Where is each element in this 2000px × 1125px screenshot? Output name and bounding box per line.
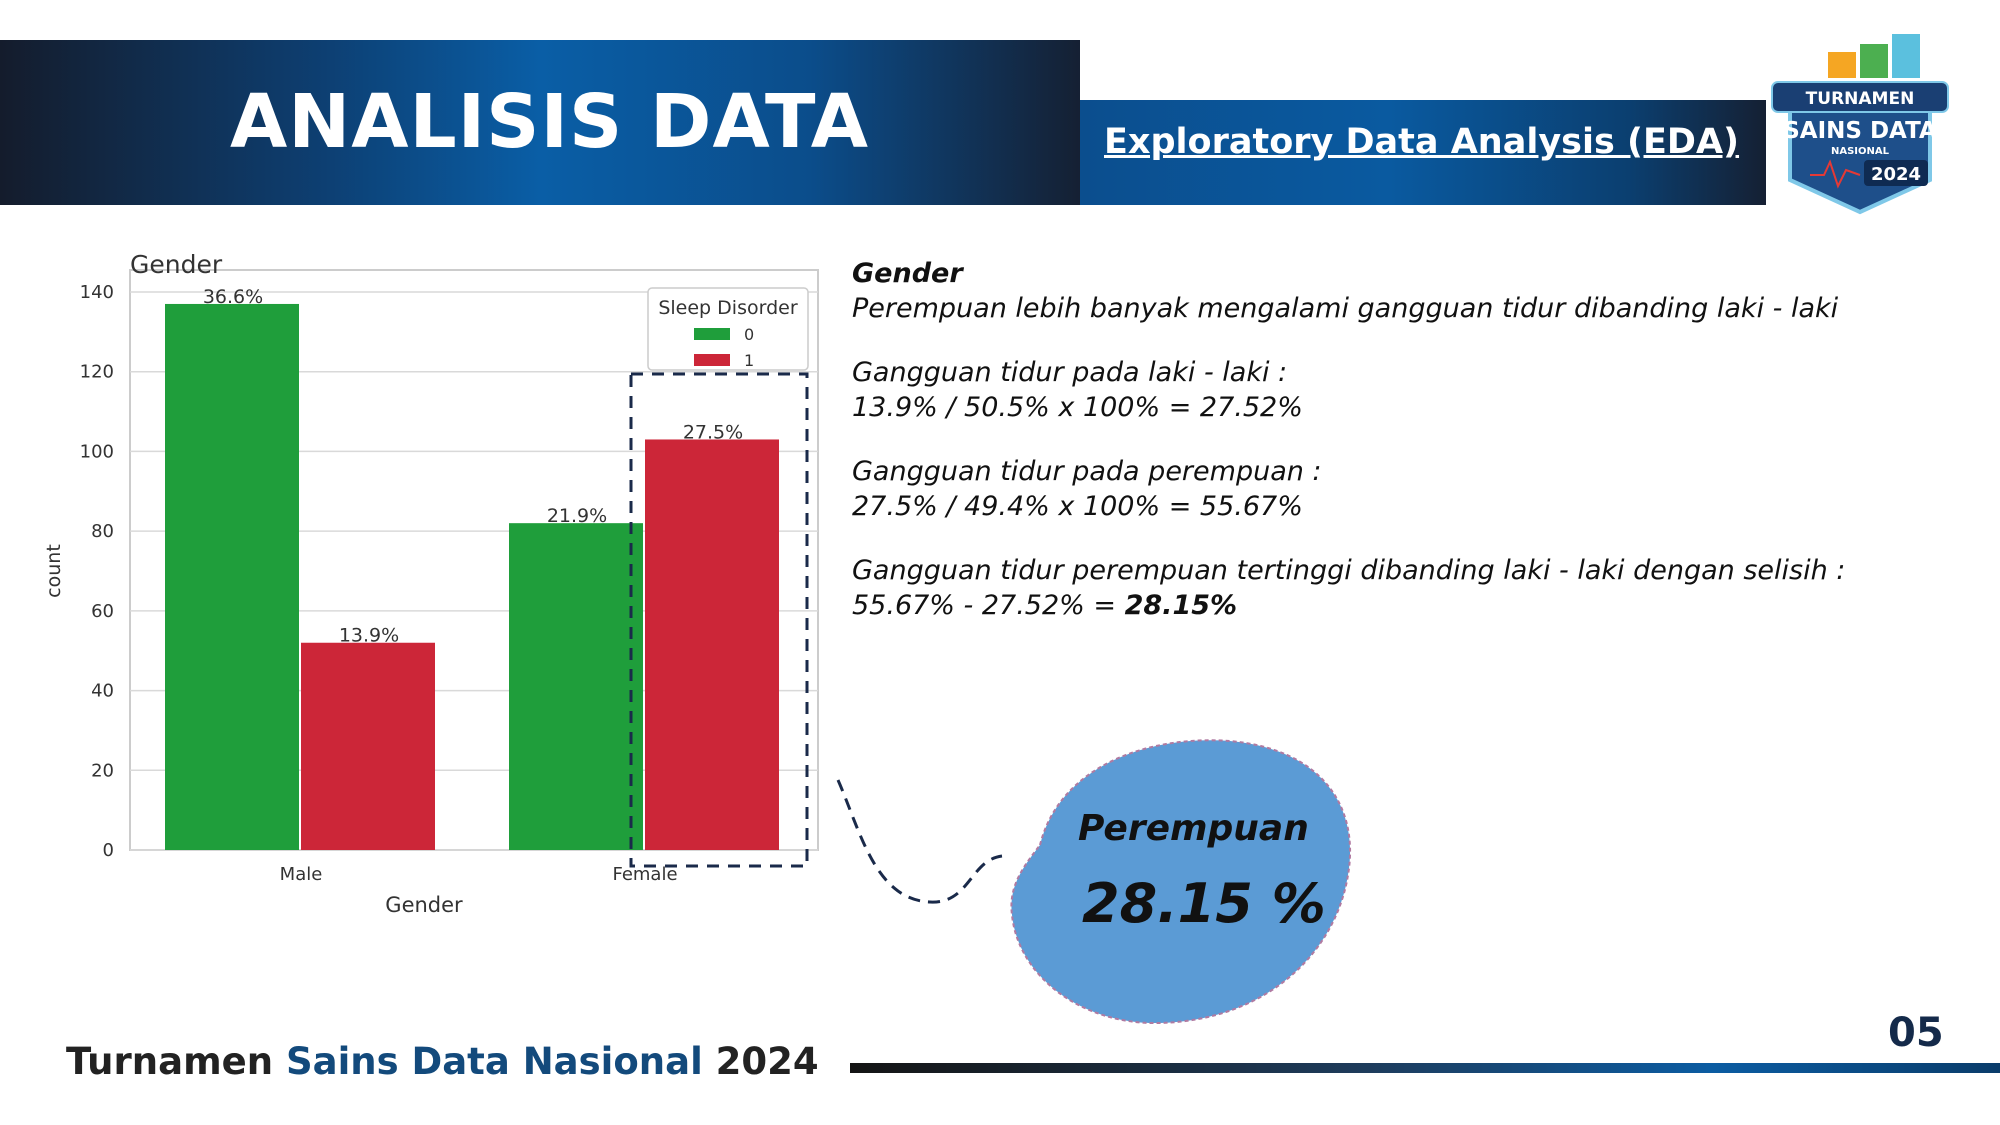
footer-text-3: 2024 [702, 1040, 819, 1083]
x-tick-label: Female [612, 864, 677, 885]
chart-title: Gender [130, 250, 223, 279]
gender-bar-chart: 0 20 40 60 80 100 120 140 Gender Gender count 36.6%… [43, 250, 819, 917]
footer-divider [850, 1063, 2000, 1073]
logo-bar-orange [1828, 52, 1856, 78]
male-label: Gangguan tidur pada laki - laki : [852, 357, 1288, 388]
male-calc: 13.9% / 50.5% x 100% = 27.52% [852, 392, 1303, 423]
callout-connector [836, 779, 1003, 904]
highlight-box [629, 372, 809, 868]
page-title: ANALISIS DATA [230, 79, 870, 165]
logo-heartbeat [1810, 159, 1861, 189]
female-label: Gangguan tidur pada perempuan : [852, 456, 1322, 487]
legend-swatch-1 [694, 354, 730, 366]
page-number: 05 [1888, 1010, 1944, 1056]
callout-value: 28.15 % [1082, 872, 1326, 935]
tournament-logo: TURNAMEN SAINS DATA NASIONAL 2024 [1771, 34, 1949, 215]
y-tick-label: 40 [91, 681, 114, 702]
y-tick-label: 60 [91, 601, 114, 622]
y-tick-label: 100 [80, 441, 114, 462]
header-banner-left [0, 40, 1080, 205]
x-axis-label: Gender [385, 893, 463, 917]
section-subtitle: Exploratory Data Analysis (EDA) [1104, 122, 1740, 162]
logo-bar-blue [1892, 34, 1920, 78]
x-tick-label: Male [280, 864, 323, 885]
logo-text-2: SAINS DATA [1783, 118, 1937, 144]
bar-male-1 [301, 642, 435, 850]
legend-label-0: 0 [744, 325, 754, 344]
y-tick-label: 120 [80, 362, 114, 383]
footer-text-1: Turnamen [66, 1040, 286, 1083]
bar-female-1 [645, 439, 779, 850]
y-axis-label: count [43, 544, 65, 598]
logo-bar-green [1860, 44, 1888, 78]
legend-label-1: 1 [744, 351, 754, 370]
logo-text-1: TURNAMEN [1806, 89, 1915, 109]
bar-female-0 [509, 523, 643, 850]
bar-male-0 [165, 303, 299, 850]
y-tick-label: 80 [91, 521, 114, 542]
analysis-text: Gender Perempuan lebih banyak mengalami … [852, 256, 1972, 652]
logo-text-3: NASIONAL [1831, 146, 1890, 157]
female-calc: 27.5% / 49.4% x 100% = 55.67% [852, 491, 1303, 522]
description-heading: Gender [852, 258, 963, 289]
y-tick-label: 20 [91, 760, 114, 781]
legend-title: Sleep Disorder [658, 297, 797, 319]
conclusion-text: Gangguan tidur perempuan tertinggi diban… [852, 555, 1846, 586]
logo-ribbon [1771, 81, 1949, 113]
logo-year: 2024 [1871, 164, 1921, 185]
header-banner-right [1080, 100, 1766, 205]
diff-calc: 55.67% - 27.52% = [852, 590, 1125, 621]
bar-data-label: 21.9% [547, 505, 607, 527]
diff-result: 28.15% [1124, 590, 1238, 621]
callout-bubble [1010, 739, 1352, 1025]
description-intro: Perempuan lebih banyak mengalami ganggua… [852, 293, 1839, 324]
bar-data-label: 36.6% [203, 286, 263, 308]
y-tick-label: 0 [103, 840, 114, 861]
logo-year-box [1864, 160, 1928, 186]
bar-data-label: 27.5% [683, 421, 743, 443]
footer-text-2: Sains Data Nasional [285, 1040, 703, 1083]
diff-calc-line: 55.67% - 27.52% = 28.15% [852, 588, 1872, 623]
callout-label: Perempuan [1078, 808, 1309, 849]
footer-title: Turnamen Sains Data Nasional 2024 [66, 1040, 819, 1083]
bar-data-label: 13.9% [339, 625, 399, 647]
y-tick-label: 140 [80, 282, 114, 303]
legend-swatch-0 [694, 328, 730, 340]
